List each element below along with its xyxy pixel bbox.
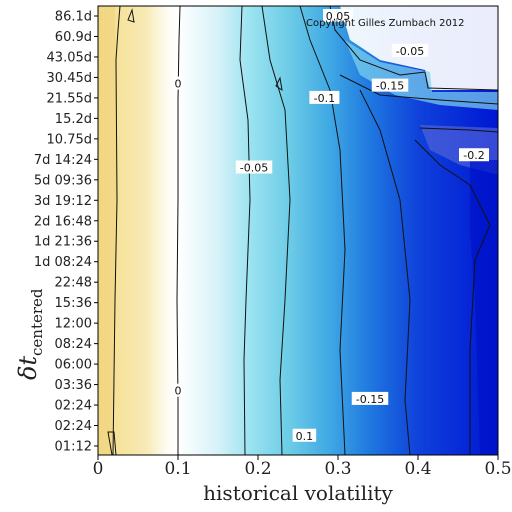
y-tick-label: 3d 19:12: [34, 194, 92, 209]
contour-label: -0.05: [391, 43, 429, 58]
x-axis-title: historical volatility: [203, 481, 393, 505]
contour-label: -0.05: [235, 160, 273, 175]
copyright-text: Copyright Gilles Zumbach 2012: [306, 18, 465, 29]
y-tick-label: 03:36: [55, 378, 92, 393]
contour-label-text: 0: [175, 78, 182, 91]
contour-label-bg: [172, 76, 184, 90]
contour-label-text: 0.05: [326, 10, 351, 23]
y-tick-label: 08:24: [55, 337, 92, 352]
shade-region: [98, 6, 118, 455]
y-axis-title: δt centered: [14, 288, 46, 380]
contour-label-bg: [292, 428, 317, 442]
y-tick-label: 2d 16:48: [34, 214, 92, 229]
y-tick-label: 86.1d: [55, 10, 92, 25]
y-tick-label: 06:00: [55, 358, 92, 373]
contour-label-text: -0.1: [314, 92, 335, 105]
contour-line: [239, 6, 251, 455]
contour-label-text: -0.15: [356, 393, 384, 406]
x-tick-label: 0: [93, 459, 104, 479]
x-axis: 0 0.1 0.2 0.3 0.4 0.5: [93, 455, 512, 479]
contour-label: -0.1: [309, 90, 340, 105]
contour-label: 0.1: [292, 428, 317, 443]
y-tick-label: 10.75d: [47, 132, 92, 147]
y-axis-title-sub: centered: [28, 288, 46, 356]
contour-line: [329, 6, 498, 91]
contour-label-text: -0.2: [463, 149, 484, 162]
contour-line: [127, 8, 135, 23]
y-tick-label: 12:00: [55, 317, 92, 332]
x-tick-label: 0.2: [244, 459, 271, 479]
contour-line: [339, 74, 498, 105]
contour-label: -0.15: [371, 78, 409, 93]
y-tick-label: 15:36: [55, 296, 92, 311]
contour-line: [261, 6, 291, 455]
y-tick-label: 5d 09:36: [34, 173, 92, 188]
contour-labels: 0 0 -0.05 -0.1 -0.05 -0.15 -0.2 -0.15 0.1 0.05: [172, 9, 489, 443]
contour-label-text: -0.05: [240, 162, 268, 175]
y-tick-label: 02:24: [55, 419, 92, 434]
y-tick-label: 60.9d: [55, 30, 92, 45]
contour-label: 0.05: [323, 9, 353, 23]
contour-label-bg: [391, 43, 429, 57]
contour-lines: [107, 6, 498, 455]
contour-label-text: -0.05: [396, 45, 424, 58]
contour-label-text: 0: [175, 385, 182, 398]
contour-line: [107, 431, 117, 455]
y-tick-label: 7d 14:24: [34, 153, 92, 168]
x-tick-label: 0.5: [484, 459, 511, 479]
contour-label-bg: [371, 78, 409, 92]
shade-region: [470, 160, 498, 455]
y-axis-title-main: δt: [14, 356, 42, 380]
x-tick-label: 0.1: [164, 459, 191, 479]
y-tick-label: 30.45d: [47, 71, 92, 86]
y-tick-label: 1d 08:24: [34, 255, 92, 270]
y-tick-label: 43.05d: [47, 50, 92, 65]
y-tick-label: 1d 21:36: [34, 235, 92, 250]
contour-line: [176, 6, 181, 455]
contour-label-bg: [235, 160, 273, 174]
contour-line: [359, 89, 411, 455]
contour-label-bg: [309, 90, 340, 104]
contour-line: [414, 139, 491, 455]
contour-line: [419, 127, 498, 133]
contour-label-bg: [459, 148, 489, 162]
plot-frame: [97, 5, 499, 456]
plot-area: [98, 6, 498, 455]
contour-label: 0: [172, 76, 184, 91]
x-tick-label: 0.3: [324, 459, 351, 479]
y-tick-label: 21.55d: [47, 91, 92, 106]
contour-label-bg: [323, 9, 353, 22]
x-tick-label: 0.4: [404, 459, 431, 479]
shade-region: [345, 40, 498, 110]
contour-line: [112, 6, 121, 455]
y-tick-label: 15.2d: [55, 112, 92, 127]
y-tick-label: 02:24: [55, 399, 92, 414]
y-tick-label: 01:12: [55, 440, 92, 455]
contour-line: [275, 76, 283, 92]
contour-label-bg: [172, 383, 184, 397]
contour-label-bg: [351, 391, 389, 405]
contour-line: [299, 6, 346, 455]
y-axis: 01:12 02:24 02:24 03:36 06:00 08:24 12:00 15:36…: [34, 10, 98, 455]
contour-label: -0.2: [459, 148, 489, 162]
contour-label: -0.15: [351, 391, 389, 406]
contour-label-text: -0.15: [376, 80, 404, 93]
contour-label-text: 0.1: [296, 430, 314, 443]
contour-label: 0: [172, 383, 184, 398]
y-tick-label: 22:48: [55, 276, 92, 291]
